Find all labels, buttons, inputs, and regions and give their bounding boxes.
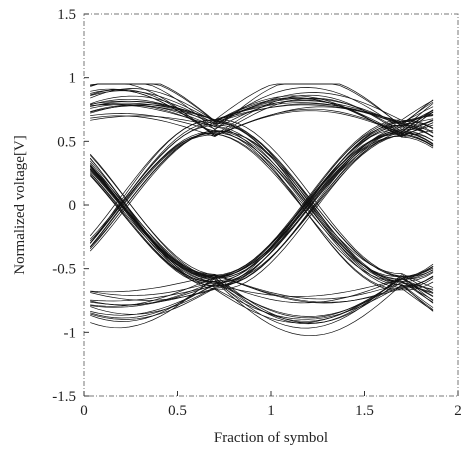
x-tick-label: 1 [267, 403, 275, 419]
x-axis-label: Fraction of symbol [214, 430, 328, 446]
eye-trace [89, 119, 434, 277]
eye-trace [90, 89, 434, 137]
eye-trace [90, 113, 434, 294]
eye-trace [90, 278, 434, 308]
y-tick-label: 0 [69, 198, 77, 214]
eye-trace [90, 88, 434, 301]
eye-trace [90, 100, 434, 123]
x-tick-label: 2 [454, 403, 462, 419]
eye-trace [89, 174, 434, 304]
eye-trace [90, 97, 434, 137]
eye-trace [89, 130, 434, 284]
eye-trace [89, 132, 434, 288]
eye-trace [90, 83, 434, 127]
y-tick-label: 1 [69, 71, 77, 87]
eye-trace [89, 124, 434, 283]
eye-trace [90, 118, 434, 320]
eye-traces [89, 83, 434, 337]
eye-trace [90, 88, 434, 136]
plot-frame [83, 13, 459, 397]
eye-trace [89, 132, 434, 290]
axis-ticks: 0 0.5 1 1.5 2 1.5 1 0.5 0 -0.5 -1 -1.5 [52, 7, 462, 419]
eye-trace [89, 115, 434, 279]
eye-trace [90, 83, 434, 138]
eye-trace [90, 83, 434, 280]
eye-trace [90, 134, 434, 302]
x-tick-label: 1.5 [355, 403, 374, 419]
eye-trace [90, 99, 434, 136]
eye-trace [90, 103, 434, 319]
y-tick-label: 0.5 [57, 134, 76, 150]
x-tick-label: 0.5 [168, 403, 187, 419]
y-axis-label: Normalized voltage[V] [12, 135, 28, 275]
eye-trace [89, 130, 434, 288]
eye-trace [89, 135, 434, 279]
y-tick-label: -0.5 [52, 262, 76, 278]
eye-trace [90, 88, 434, 125]
y-tick-label: 1.5 [57, 7, 76, 23]
eye-trace [89, 125, 434, 286]
eye-trace [90, 87, 434, 137]
eye-trace [89, 130, 434, 311]
eye-trace [89, 132, 434, 280]
eye-trace [90, 104, 434, 291]
eye-trace [90, 281, 434, 337]
eye-trace [90, 90, 434, 138]
eye-trace [90, 92, 434, 129]
y-tick-label: -1 [64, 325, 77, 341]
eye-trace [90, 100, 434, 138]
x-tick-label: 0 [80, 403, 88, 419]
y-tick-label: -1.5 [52, 389, 76, 405]
eye-trace [89, 165, 434, 324]
